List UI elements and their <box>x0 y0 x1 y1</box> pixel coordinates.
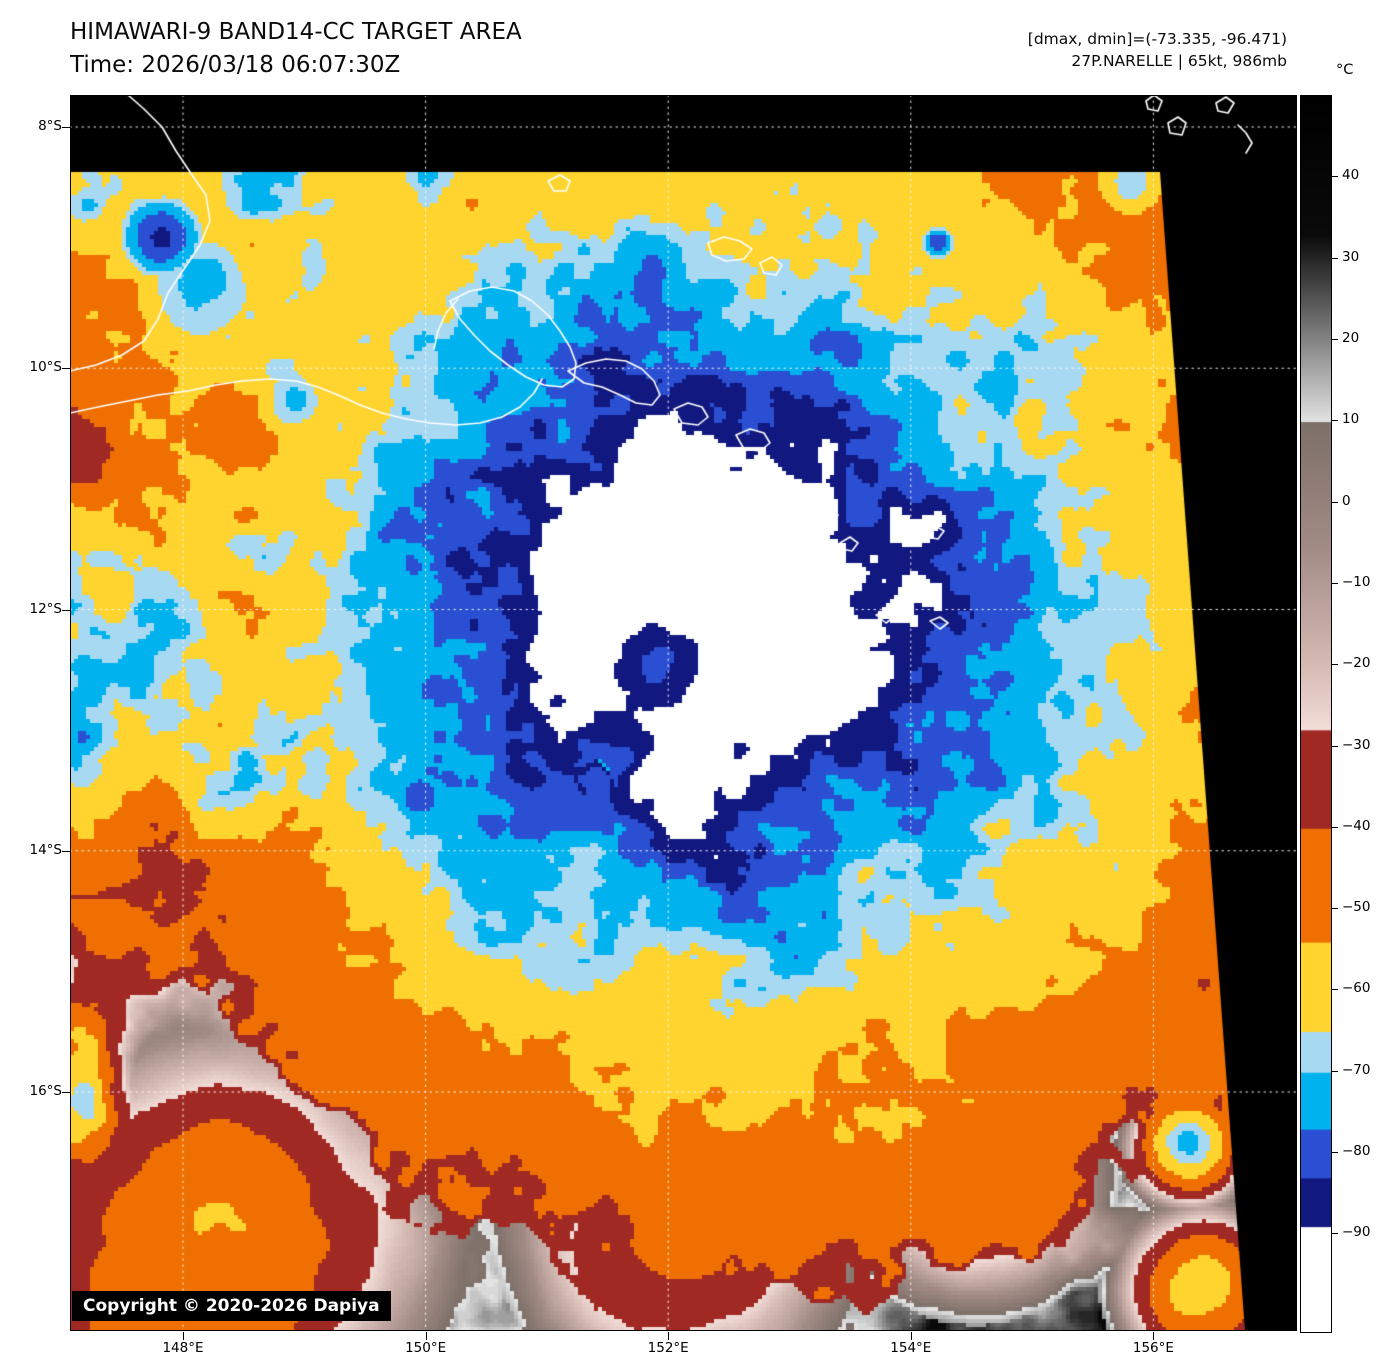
colorbar-tick-label: −40 <box>1342 817 1371 834</box>
colorbar-tick-label: −60 <box>1342 980 1371 997</box>
figure-time: Time: 2026/03/18 06:07:30Z <box>70 52 401 78</box>
colorbar-tick-mark <box>1332 257 1338 259</box>
colorbar-tick-label: 20 <box>1342 329 1360 346</box>
lon-tick-mark <box>425 1332 427 1340</box>
lat-tick-label: 8°S <box>38 118 62 134</box>
colorbar-tick-label: 40 <box>1342 167 1360 184</box>
satellite-image-canvas <box>70 95 1297 1331</box>
colorbar-tick-label: 0 <box>1342 492 1351 509</box>
colorbar-tick-mark <box>1332 1070 1338 1072</box>
lon-tick-mark <box>910 1332 912 1340</box>
colorbar-tick-label: 10 <box>1342 411 1360 428</box>
colorbar-tick-label: −20 <box>1342 655 1371 672</box>
colorbar-tick-mark <box>1332 826 1338 828</box>
colorbar-tick-mark <box>1332 664 1338 666</box>
colorbar-tick-mark <box>1332 745 1338 747</box>
figure-title: HIMAWARI-9 BAND14-CC TARGET AREA <box>70 19 522 45</box>
colorbar-tick-label: −50 <box>1342 899 1371 916</box>
colorbar-tick-mark <box>1332 582 1338 584</box>
lon-tick-mark <box>183 1332 184 1340</box>
colorbar-tick-mark <box>1332 989 1338 991</box>
map-plot: Copyright © 2020-2026 Dapiya <box>70 95 1297 1331</box>
lon-tick-mark <box>1153 1332 1155 1340</box>
lat-tick-label: 14°S <box>29 841 63 858</box>
lat-tick-mark <box>62 850 70 852</box>
colorbar <box>1300 95 1332 1333</box>
copyright-badge: Copyright © 2020-2026 Dapiya <box>72 1291 391 1321</box>
lon-tick-label: 150°E <box>405 1340 447 1356</box>
title-block: HIMAWARI-9 BAND14-CC TARGET AREA Time: 2… <box>70 16 522 82</box>
colorbar-tick-mark <box>1332 176 1338 178</box>
header-right: [dmax, dmin]=(-73.335, -96.471) 27P.NARE… <box>1028 28 1287 72</box>
lon-tick-label: 148°E <box>162 1340 204 1356</box>
dmax-dmin-readout: [dmax, dmin]=(-73.335, -96.471) <box>1027 30 1287 48</box>
lon-tick-mark <box>668 1332 670 1340</box>
colorbar-tick-label: −10 <box>1342 573 1371 590</box>
colorbar-tick-mark <box>1332 1152 1338 1154</box>
colorbar-tick-label: −70 <box>1342 1061 1371 1078</box>
colorbar-tick-label: −90 <box>1342 1224 1371 1241</box>
lon-tick-label: 154°E <box>890 1340 932 1356</box>
colorbar-unit-label: °C <box>1336 62 1354 78</box>
lat-tick-label: 16°S <box>29 1083 63 1099</box>
lat-tick-label: 12°S <box>29 600 63 617</box>
storm-info: 27P.NARELLE | 65kt, 986mb <box>1071 52 1287 70</box>
colorbar-tick-mark <box>1332 908 1338 910</box>
lat-tick-mark <box>62 609 70 611</box>
lat-tick-mark <box>62 1092 70 1093</box>
lon-tick-label: 156°E <box>1132 1340 1174 1356</box>
lat-tick-mark <box>62 368 70 370</box>
colorbar-tick-mark <box>1332 501 1338 503</box>
lon-tick-label: 152°E <box>647 1340 689 1356</box>
lat-tick-mark <box>62 127 70 128</box>
colorbar-tick-mark <box>1332 1233 1338 1235</box>
colorbar-tick-label: 30 <box>1342 248 1360 265</box>
colorbar-tick-label: −80 <box>1342 1143 1371 1160</box>
lat-tick-label: 10°S <box>29 359 63 376</box>
colorbar-tick-mark <box>1332 420 1338 422</box>
colorbar-tick-label: −30 <box>1342 736 1371 753</box>
colorbar-tick-mark <box>1332 338 1338 340</box>
